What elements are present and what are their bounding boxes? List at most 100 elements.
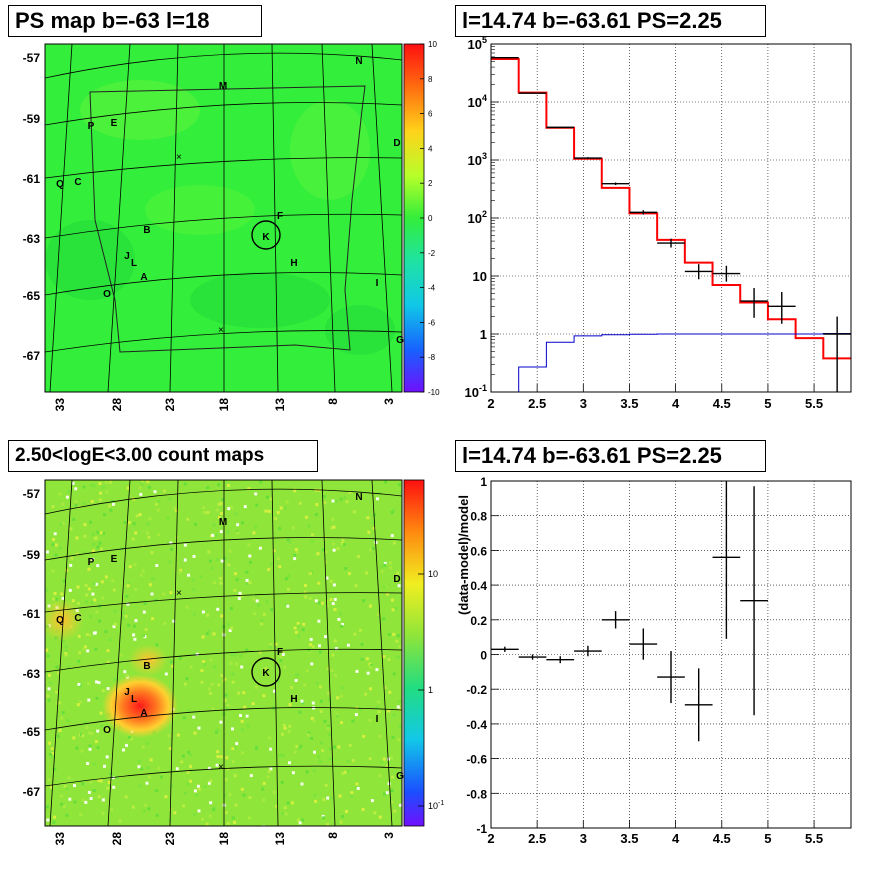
count-pixel xyxy=(223,699,226,703)
count-pixel xyxy=(304,515,308,519)
count-pixel xyxy=(85,725,89,729)
count-pixel xyxy=(208,559,212,563)
count-pixel xyxy=(155,813,159,817)
count-pixel xyxy=(303,683,307,687)
count-pixel xyxy=(214,730,218,734)
count-pixel xyxy=(215,508,219,512)
count-pixel xyxy=(370,799,374,803)
count-pixel xyxy=(391,775,395,779)
count-pixel xyxy=(93,598,97,602)
count-pixel xyxy=(245,714,249,718)
source-label: E xyxy=(111,554,118,565)
colorbar-tick-label: 10-1 xyxy=(428,800,444,811)
count-pixel xyxy=(98,482,102,485)
count-pixel xyxy=(90,601,94,605)
count-pixel xyxy=(257,603,260,607)
count-pixel xyxy=(262,612,266,616)
count-pixel xyxy=(104,630,108,634)
count-pixel xyxy=(267,509,271,513)
count-pixel xyxy=(99,779,103,783)
count-pixel xyxy=(293,553,297,557)
y-tick-label: -1 xyxy=(476,822,487,836)
count-pixel xyxy=(282,723,286,727)
count-pixel xyxy=(265,600,269,604)
count-pixel xyxy=(229,607,233,610)
count-pixel xyxy=(284,812,288,816)
count-pixel xyxy=(332,548,336,552)
count-pixel xyxy=(96,729,100,733)
count-pixel xyxy=(387,782,391,786)
lon-tick-label: 3 xyxy=(382,832,396,839)
count-pixel xyxy=(144,628,148,632)
count-pixel xyxy=(217,483,221,487)
count-pixel xyxy=(72,736,76,740)
count-pixel xyxy=(168,747,172,750)
count-pixel xyxy=(291,771,295,775)
count-pixel xyxy=(272,790,276,794)
count-pixel xyxy=(59,523,63,527)
count-pixel xyxy=(335,647,338,651)
count-pixel xyxy=(82,485,86,489)
count-pixel xyxy=(151,577,155,581)
ps-map-lon-ticks: 33 28 23 18 13 8 3 xyxy=(53,398,396,412)
count-pixel xyxy=(57,671,60,675)
count-pixel xyxy=(217,503,221,506)
count-pixel xyxy=(342,542,346,546)
count-pixel xyxy=(146,480,150,483)
count-pixel xyxy=(306,733,310,737)
count-pixel xyxy=(108,638,112,642)
count-pixel xyxy=(288,724,292,728)
count-pixel xyxy=(83,534,87,538)
count-pixel xyxy=(326,667,330,671)
count-pixel xyxy=(65,568,69,572)
count-pixel xyxy=(387,633,391,636)
count-pixel xyxy=(96,530,100,534)
count-pixel xyxy=(234,572,237,576)
count-pixel xyxy=(58,492,62,496)
count-pixel xyxy=(319,699,323,703)
count-pixel xyxy=(219,755,223,759)
count-pixel xyxy=(378,734,382,738)
count-pixel xyxy=(127,520,131,524)
spectrum-panel: 2 2.5 3 3.5 4 4.5 5 5.5 10-1 1 10 102 103 104 105 xyxy=(465,35,852,411)
count-pixel xyxy=(369,665,373,669)
count-pixel xyxy=(85,593,89,597)
count-pixel xyxy=(87,698,91,702)
count-pixel xyxy=(373,811,377,815)
count-pixel xyxy=(308,596,312,600)
count-pixel xyxy=(358,708,362,712)
count-pixel xyxy=(216,558,219,562)
count-pixel xyxy=(327,724,331,728)
count-pixel xyxy=(205,632,209,635)
count-pixel xyxy=(228,793,232,797)
count-pixel xyxy=(220,614,224,618)
colorbar-tick-label: -2 xyxy=(428,249,436,258)
count-pixel xyxy=(355,782,359,786)
count-pixel xyxy=(324,783,328,787)
count-pixel xyxy=(288,540,292,544)
count-pixel xyxy=(386,592,389,596)
count-pixel xyxy=(389,561,392,565)
count-pixel xyxy=(288,761,291,765)
count-pixel xyxy=(186,771,190,774)
count-pixel xyxy=(391,735,395,739)
count-pixel xyxy=(91,592,95,596)
count-pixel xyxy=(168,560,172,564)
count-pixel xyxy=(103,764,106,768)
y-tick-label: 1 xyxy=(480,327,487,342)
count-pixel xyxy=(96,545,100,549)
count-pixel xyxy=(300,782,304,786)
count-pixel xyxy=(390,800,394,804)
count-pixel xyxy=(105,755,109,759)
lon-tick-label: 28 xyxy=(110,832,124,846)
count-pixel xyxy=(81,798,85,802)
count-pixel xyxy=(313,793,317,797)
count-pixel xyxy=(173,506,177,510)
count-pixel xyxy=(104,481,108,484)
count-pixel xyxy=(143,602,147,605)
count-pixel xyxy=(345,810,348,813)
count-pixel xyxy=(331,602,335,606)
count-pixel xyxy=(333,597,337,601)
count-pixel xyxy=(101,689,105,693)
count-pixel xyxy=(83,645,87,649)
